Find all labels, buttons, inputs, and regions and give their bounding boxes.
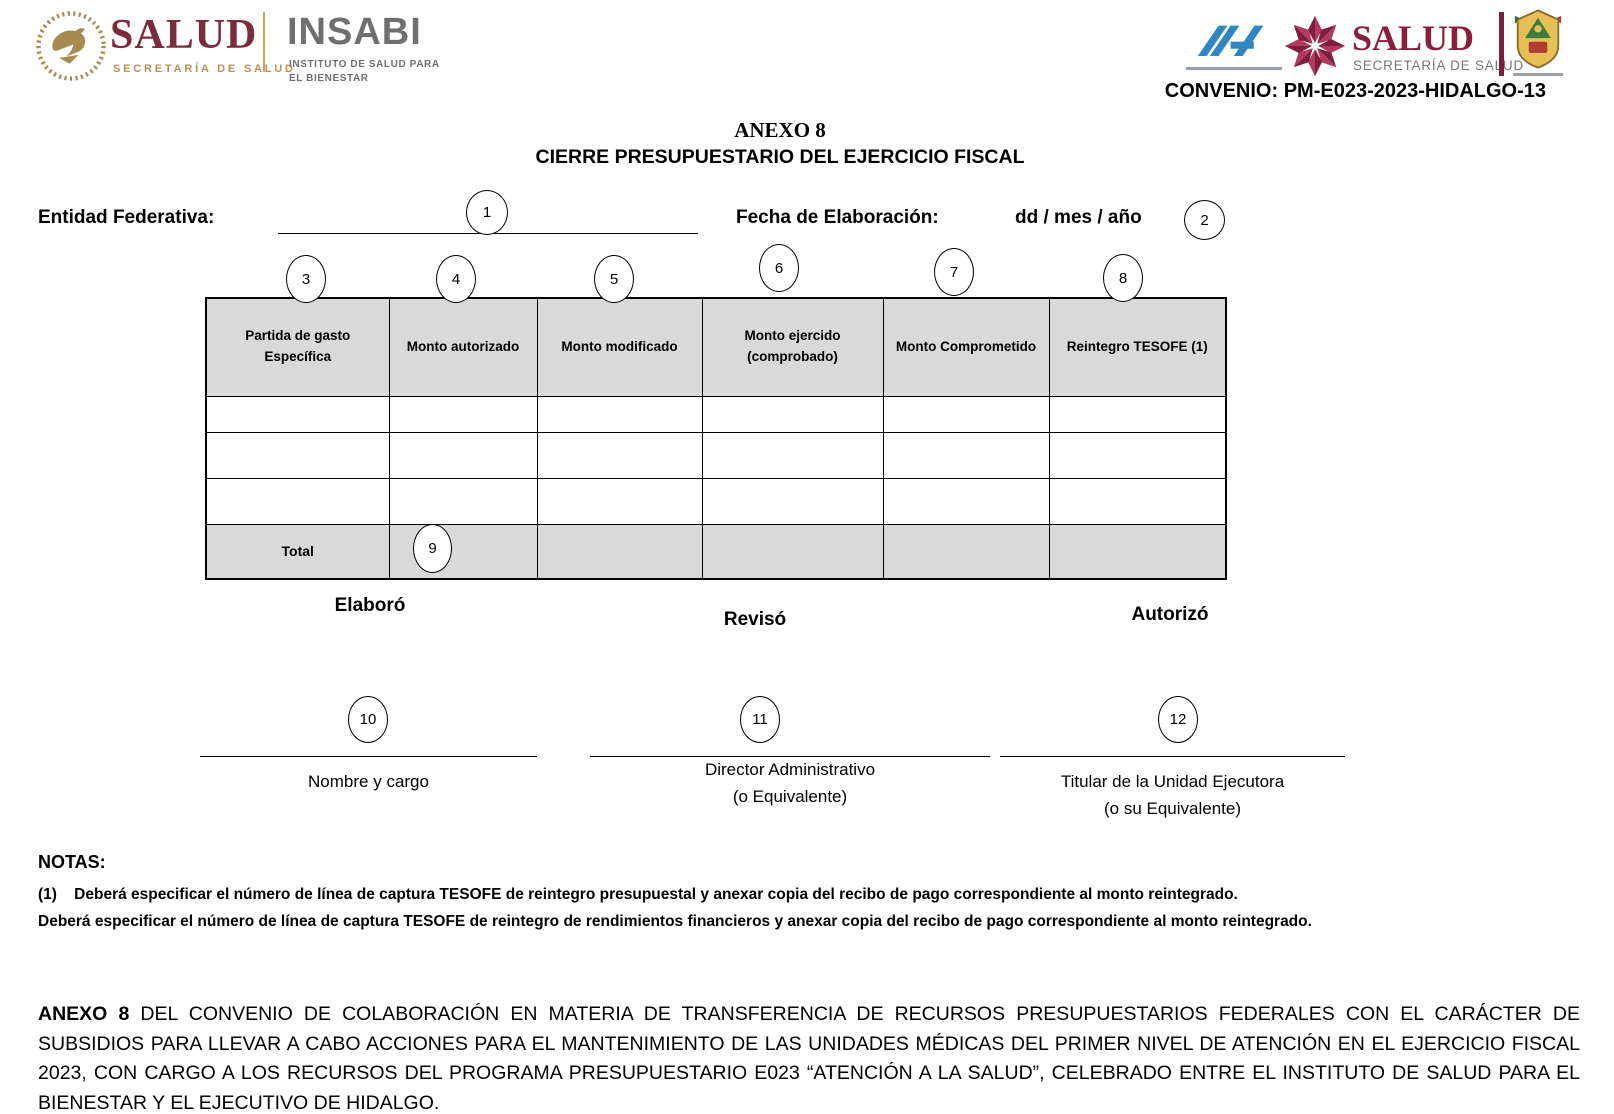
table-cell[interactable]: [882, 431, 1050, 479]
fecha-elaboracion-format: dd / mes / año: [1015, 207, 1142, 228]
notes-heading: NOTAS:: [38, 852, 106, 872]
marker-circle-8: 8: [1103, 254, 1143, 302]
sig-caption-director-equiv: (o Equivalente): [732, 787, 848, 806]
marker-circle-11: 11: [740, 696, 780, 743]
note-1: (1) Deberá especificar el número de líne…: [38, 886, 1238, 903]
table-cell[interactable]: [701, 395, 884, 433]
marker-circle-10: 10: [348, 696, 388, 743]
table-cell[interactable]: [701, 431, 884, 479]
entidad-federativa-label: Entidad Federativa:: [38, 207, 215, 228]
header-divider-maroon: [1499, 12, 1504, 76]
footer-bold-lead: ANEXO 8: [38, 1003, 130, 1025]
hidalgo-coat-caption: [1513, 73, 1563, 76]
document-title-anexo: ANEXO 8: [734, 118, 826, 142]
table-row: [205, 477, 1227, 525]
marker-circle-5: 5: [594, 255, 634, 303]
table-row: [205, 395, 1227, 433]
col-header-monto-ejercido: Monto ejercido (comprobado): [701, 297, 884, 397]
mexico-eagle-emblem-icon: [36, 11, 106, 81]
col-header-partida: Partida de gasto Específica: [205, 297, 390, 397]
table-cell[interactable]: [536, 395, 703, 433]
table-total-row: Total: [205, 523, 1227, 580]
col-header-reintegro-tesofe: Reintegro TESOFE (1): [1048, 297, 1227, 397]
budget-closure-table: Partida de gasto Específica Monto autori…: [205, 297, 1227, 580]
note-2: Deberá especificar el número de línea de…: [38, 913, 1312, 930]
salud-wordmark-right: SALUD: [1352, 18, 1475, 58]
salud-wordmark-left: SALUD: [110, 12, 258, 58]
marker-circle-2: 2: [1184, 200, 1225, 240]
table-cell[interactable]: [536, 431, 703, 479]
table-cell[interactable]: [882, 477, 1050, 525]
autorizo-heading: Autorizó: [1131, 604, 1209, 625]
total-cell[interactable]: [701, 523, 884, 580]
secretaria-de-salud-label-right: SECRETARÍA DE SALUD: [1353, 58, 1524, 73]
signature-line-reviso[interactable]: [590, 720, 990, 757]
table-row: [205, 431, 1227, 479]
sig-caption-titular-equiv: (o su Equivalente): [1103, 799, 1242, 818]
insabi-wordmark: INSABI: [287, 11, 422, 53]
table-cell[interactable]: [388, 477, 538, 525]
insabi-subtitle-line2: EL BIENESTAR: [289, 73, 369, 84]
table-cell[interactable]: [1048, 395, 1227, 433]
sig-caption-nombre-cargo: Nombre y cargo: [308, 772, 429, 791]
col-header-monto-comprometido: Monto Comprometido: [882, 297, 1050, 397]
col-header-monto-autorizado: Monto autorizado: [388, 297, 538, 397]
table-cell[interactable]: [205, 477, 390, 525]
marker-circle-1: 1: [466, 190, 508, 235]
marker-circle-3: 3: [286, 255, 326, 303]
col-header-monto-modificado: Monto modificado: [536, 297, 703, 397]
table-cell[interactable]: [388, 395, 538, 433]
convenio-number: CONVENIO: PM-E023-2023-HIDALGO-13: [1164, 80, 1546, 102]
total-cell[interactable]: [882, 523, 1050, 580]
document-title-cierre: CIERRE PRESUPUESTARIO DEL EJERCICIO FISC…: [535, 146, 1025, 168]
footer-convenio-paragraph: ANEXO 8 DEL CONVENIO DE COLABORACIÓN EN …: [38, 1000, 1580, 1114]
salud-star-logo-icon: [1284, 15, 1346, 77]
sig-caption-director: Director Administrativo: [704, 760, 876, 779]
reviso-heading: Revisó: [723, 609, 787, 630]
table-cell[interactable]: [536, 477, 703, 525]
secretaria-de-salud-label-left: SECRETARÍA DE SALUD: [113, 63, 296, 75]
signature-line-elaboro[interactable]: [200, 720, 537, 757]
hidalgo-health-logo-caption: [1186, 67, 1282, 70]
marker-circle-4: 4: [436, 255, 476, 303]
table-header-row: Partida de gasto Específica Monto autori…: [205, 297, 1227, 397]
table-cell[interactable]: [1048, 477, 1227, 525]
total-cell[interactable]: [1048, 523, 1227, 580]
total-cell[interactable]: [388, 523, 538, 580]
header-divider-gold: [263, 12, 265, 72]
insabi-subtitle-line1: INSTITUTO DE SALUD PARA: [289, 59, 440, 70]
table-cell[interactable]: [205, 395, 390, 433]
fecha-elaboracion-label: Fecha de Elaboración:: [736, 207, 939, 228]
signature-line-autorizo[interactable]: [1000, 720, 1345, 757]
elaboro-heading: Elaboró: [334, 595, 406, 616]
marker-circle-7: 7: [934, 248, 974, 296]
marker-circle-12: 12: [1158, 696, 1198, 743]
table-cell[interactable]: [388, 431, 538, 479]
table-cell[interactable]: [1048, 431, 1227, 479]
hidalgo-coat-of-arms-icon: [1514, 9, 1562, 69]
total-label-cell: Total: [205, 523, 390, 580]
marker-circle-9: 9: [413, 524, 452, 573]
marker-circle-6: 6: [759, 244, 799, 292]
footer-body-text: DEL CONVENIO DE COLABORACIÓN EN MATERIA …: [38, 1003, 1580, 1114]
hidalgo-health-services-logo-icon: [1197, 25, 1264, 56]
table-cell[interactable]: [882, 395, 1050, 433]
total-cell[interactable]: [536, 523, 703, 580]
sig-caption-titular: Titular de la Unidad Ejecutora: [1060, 772, 1285, 791]
table-cell[interactable]: [205, 431, 390, 479]
table-cell[interactable]: [701, 477, 884, 525]
